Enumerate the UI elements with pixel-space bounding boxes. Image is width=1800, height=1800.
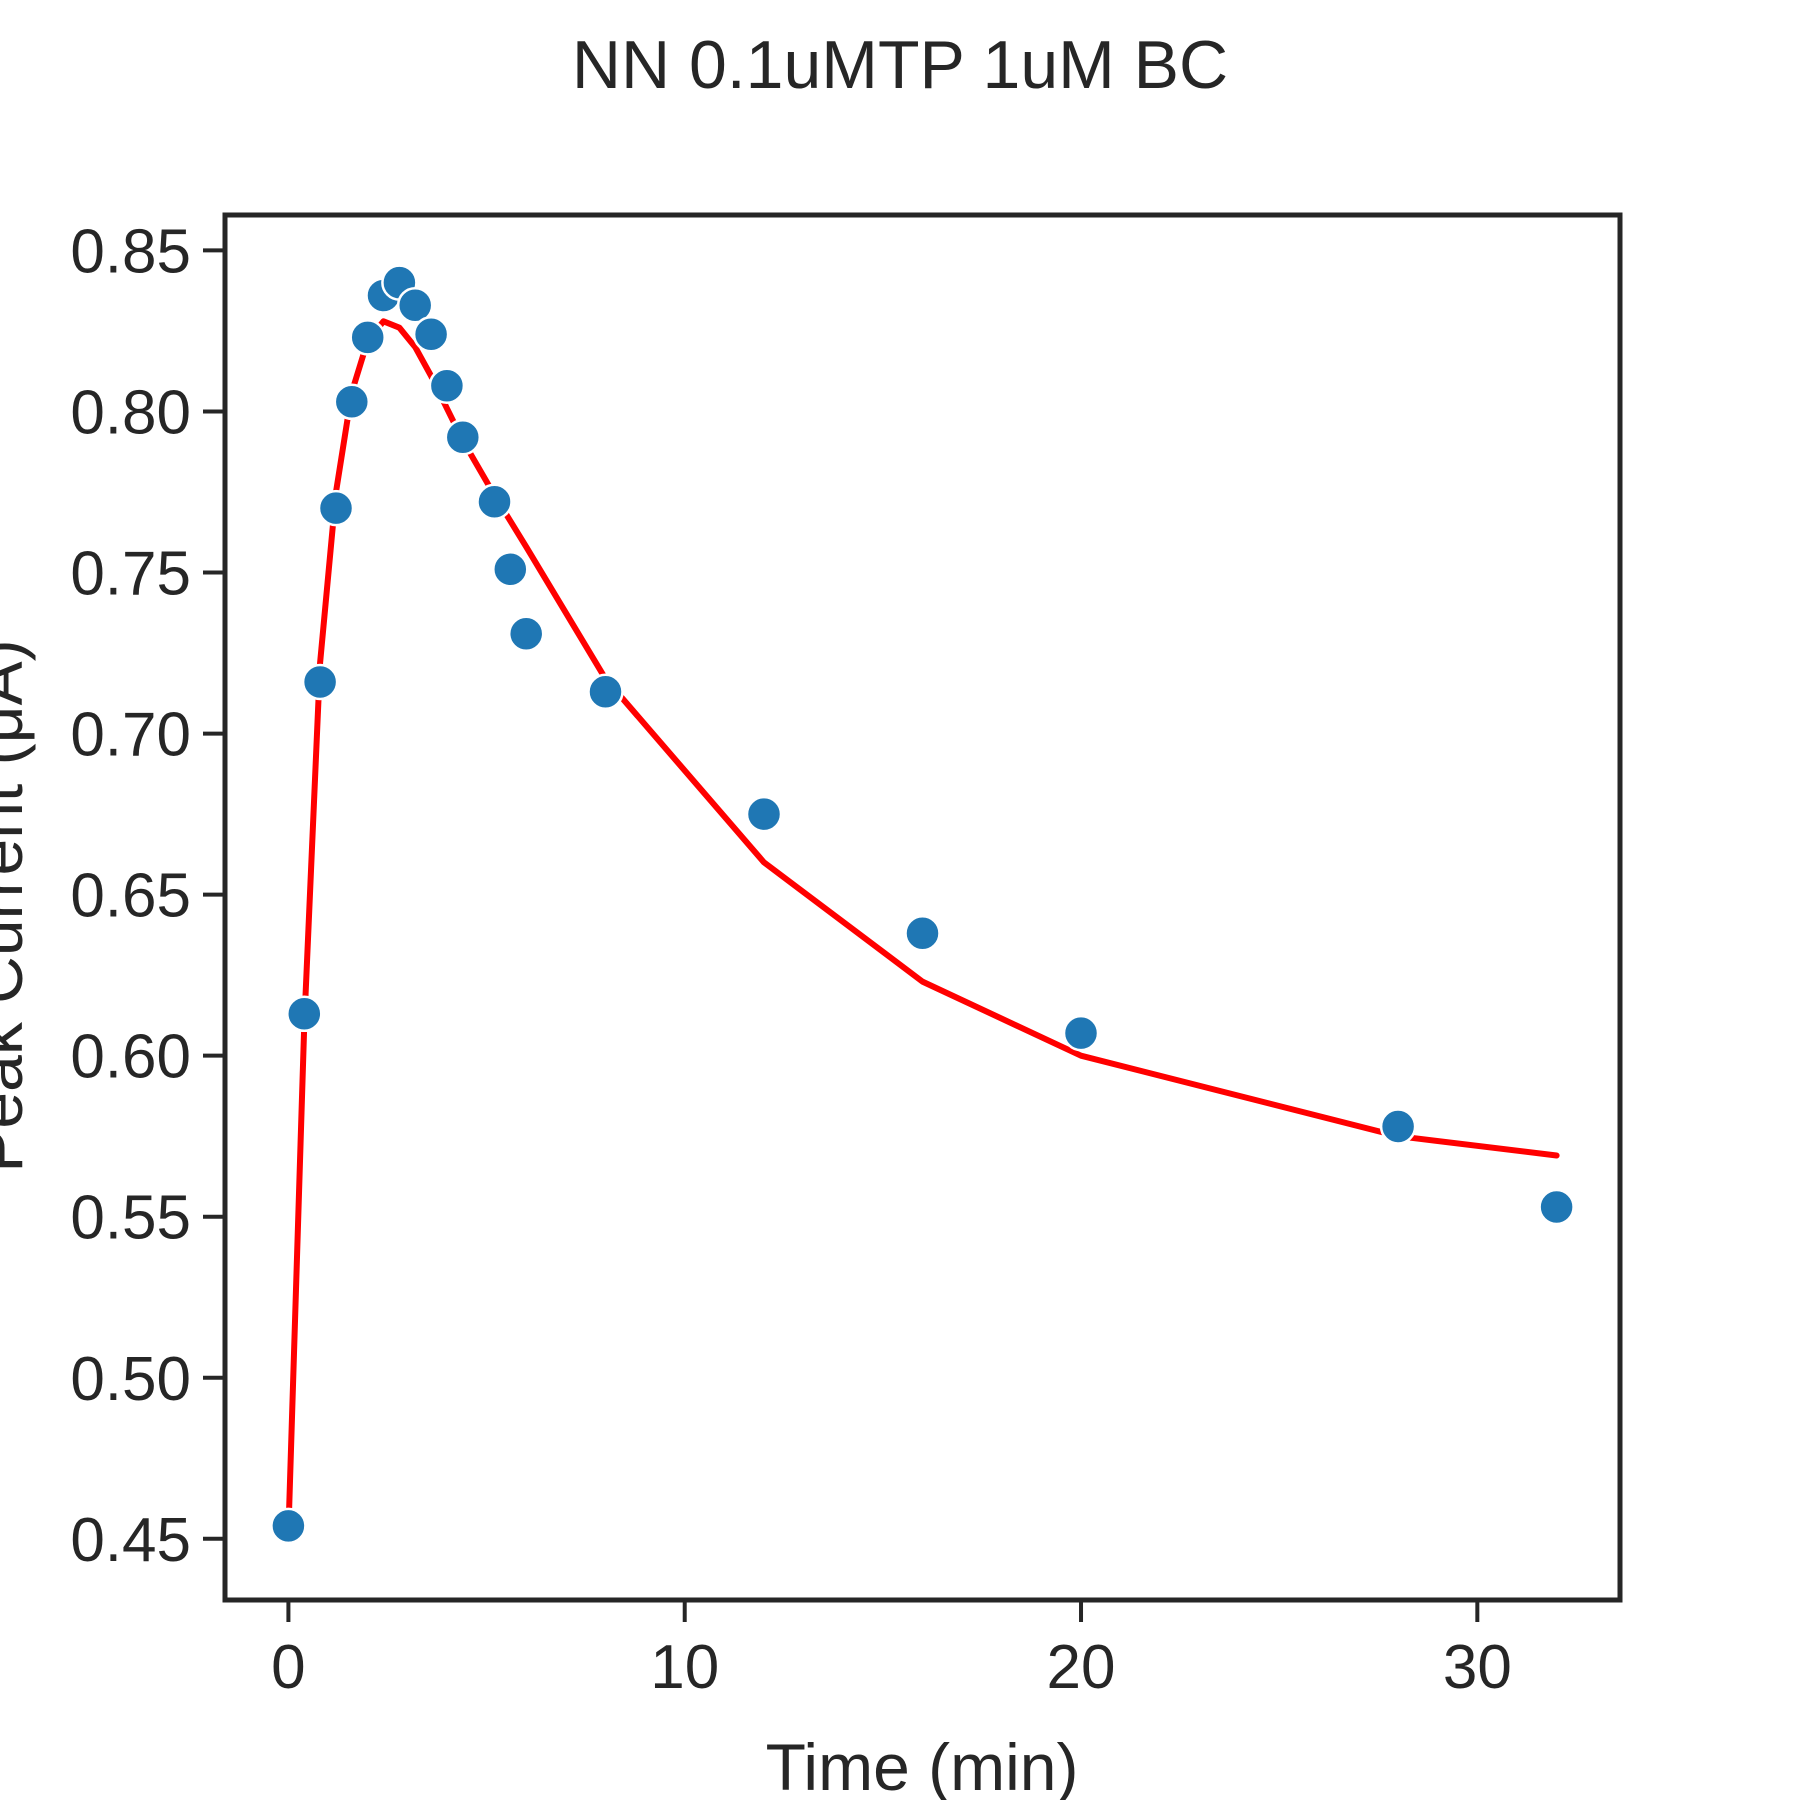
data-point [428,367,466,404]
data-point [745,795,783,833]
x-axis: 0 10 20 30 [271,1600,1512,1702]
data-points [270,264,1575,1545]
data-point [476,483,513,520]
y-tick-label: 0.45 [70,1506,191,1575]
y-tick-label: 0.60 [70,1023,191,1092]
data-point [1379,1108,1417,1145]
plot-area [222,212,1623,1603]
data-point [301,663,339,701]
data-point [904,915,941,952]
y-tick-label: 0.85 [70,217,191,286]
x-tick-label: 30 [1443,1633,1512,1702]
data-point [286,995,323,1033]
x-tick-label: 0 [271,1633,305,1702]
y-tick-label: 0.80 [70,378,191,447]
data-point [396,286,434,324]
data-point [1062,1014,1100,1052]
data-point [349,319,386,356]
y-tick-label: 0.70 [70,701,191,770]
plot-frame [222,212,1623,1603]
y-axis-label: Peak Current (μA) [0,639,36,1172]
data-point [317,489,355,527]
data-point [507,615,545,652]
x-tick-label: 20 [1047,1633,1116,1702]
y-axis: 0.45 0.50 0.55 0.60 0.65 0.70 0.75 0.80 0.85 [70,217,225,1575]
chart-title: NN 0.1uMTP 1uM BC [572,27,1228,103]
data-point [1538,1188,1575,1226]
data-point [444,418,482,456]
data-point [587,673,624,710]
y-tick-label: 0.55 [70,1184,191,1253]
y-tick-label: 0.50 [70,1345,191,1414]
data-point [492,551,529,588]
data-point [333,383,371,421]
x-tick-label: 10 [650,1633,719,1702]
x-axis-label: Time (min) [766,1730,1079,1800]
y-tick-label: 0.65 [70,862,191,931]
y-tick-label: 0.75 [70,540,191,609]
data-point [412,315,450,353]
data-point [270,1507,307,1545]
